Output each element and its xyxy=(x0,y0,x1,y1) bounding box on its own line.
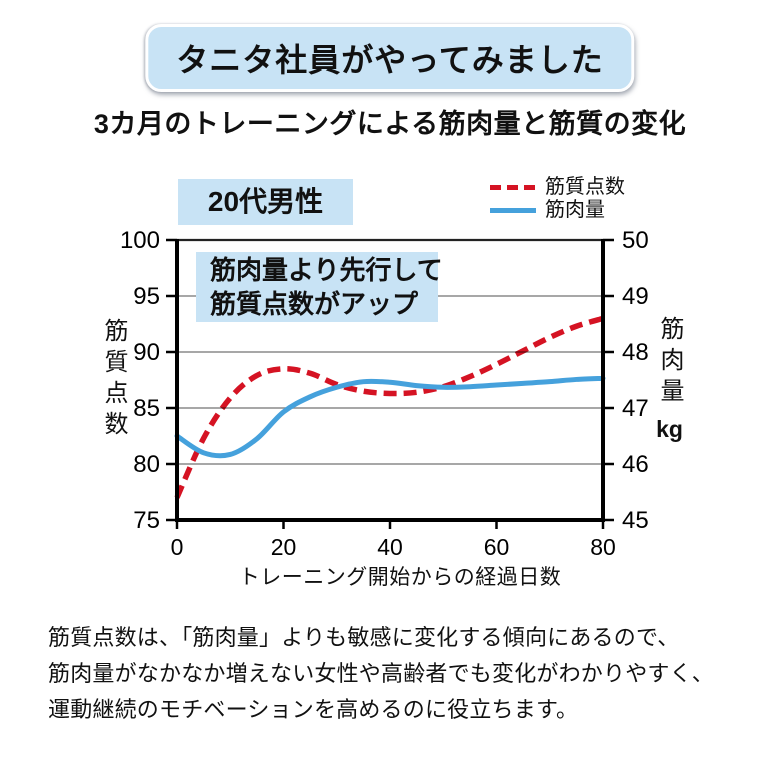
footer-paragraph: 筋質点数は、「筋肉量」よりも敏感に変化する傾向にあるので、 筋肉量がなかなか増え… xyxy=(48,620,753,728)
chart-legend: 筋質点数 筋肉量 xyxy=(490,176,625,222)
chart-annotation-box: 筋肉量より先行して 筋質点数がアップ xyxy=(196,252,443,322)
right-axis-unit: kg xyxy=(656,416,683,442)
right-axis-title: 筋肉量 kg xyxy=(652,316,687,443)
svg-text:40: 40 xyxy=(377,534,403,560)
svg-text:48: 48 xyxy=(622,339,649,366)
footer-line-1: 筋質点数は、「筋肉量」よりも敏感に変化する傾向にあるので、 xyxy=(48,625,680,650)
footer-line-3: 運動継続のモチベーションを高めるのに役立ちます。 xyxy=(48,697,579,722)
legend-label-mass: 筋肉量 xyxy=(545,199,605,221)
svg-text:45: 45 xyxy=(622,507,649,534)
legend-solid-line-swatch xyxy=(490,208,536,213)
svg-text:60: 60 xyxy=(484,534,510,560)
legend-item-mass: 筋肉量 xyxy=(490,199,625,222)
svg-text:80: 80 xyxy=(133,451,160,478)
svg-text:80: 80 xyxy=(590,534,616,560)
svg-text:49: 49 xyxy=(622,283,649,310)
svg-text:0: 0 xyxy=(171,534,184,560)
header-badge: タニタ社員がやってみました xyxy=(145,24,635,92)
header-badge-label: タニタ社員がやってみました xyxy=(176,42,604,78)
x-axis-title: トレーニング開始からの経過日数 xyxy=(238,566,562,589)
svg-text:100: 100 xyxy=(120,228,160,254)
legend-item-score: 筋質点数 xyxy=(490,176,625,199)
svg-text:46: 46 xyxy=(622,451,649,478)
svg-text:90: 90 xyxy=(133,339,160,366)
svg-text:75: 75 xyxy=(133,507,160,534)
svg-text:50: 50 xyxy=(622,228,649,254)
annotation-line-1: 筋肉量より先行して xyxy=(210,255,443,285)
svg-text:95: 95 xyxy=(133,283,160,310)
group-label-box: 20代男性 xyxy=(178,179,353,225)
left-axis-title: 筋質点数 xyxy=(100,318,127,442)
annotation-line-2: 筋質点数がアップ xyxy=(210,289,419,319)
legend-label-score: 筋質点数 xyxy=(545,176,625,198)
page-title: 3カ月のトレーニングによる筋肉量と筋質の変化 xyxy=(93,109,687,139)
svg-text:47: 47 xyxy=(622,395,649,422)
svg-text:85: 85 xyxy=(133,395,160,422)
right-axis-title-text: 筋肉量 xyxy=(656,316,683,409)
footer-line-2: 筋肉量がなかなか増えない女性や高齢者でも変化がわかりやすく、 xyxy=(48,661,715,686)
svg-text:20: 20 xyxy=(271,534,297,560)
line-chart: 75 80 85 90 95 100 45 46 47 48 49 50 0 20 40 60 80 xyxy=(120,228,649,560)
legend-dashed-line-swatch xyxy=(490,185,536,190)
group-label-text: 20代男性 xyxy=(207,186,324,217)
